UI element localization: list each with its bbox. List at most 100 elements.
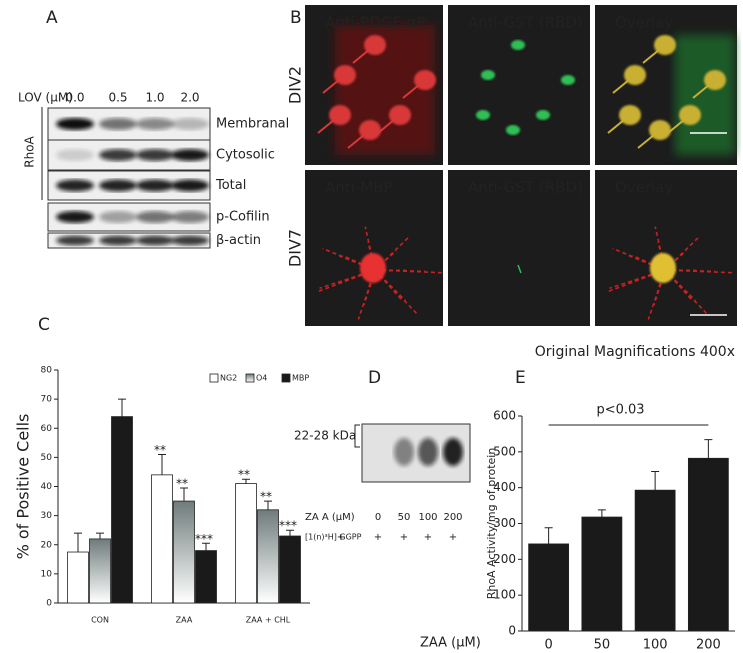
y-tick-label: 200 — [493, 552, 516, 566]
x-tick-label: ZAA — [176, 616, 193, 625]
cell — [360, 253, 386, 283]
y-tick-label: 400 — [493, 480, 516, 494]
y-tick-label: 30 — [41, 511, 53, 521]
cell-label: 50 — [398, 512, 411, 523]
x-tick-label: 100 — [643, 638, 668, 653]
bar — [528, 543, 570, 632]
blot-row-label: p-Cofilin — [216, 210, 270, 225]
y-tick-label: 80 — [41, 366, 53, 376]
bar — [235, 483, 257, 604]
blot-band — [171, 149, 209, 161]
blot-row-label: Cytosolic — [216, 148, 275, 163]
blot-band — [56, 211, 94, 223]
significance: ** — [176, 476, 188, 490]
y-tick-label: 50 — [41, 453, 53, 463]
bar — [279, 535, 301, 604]
blot-row-label: β-actin — [216, 233, 261, 248]
cell — [679, 105, 701, 125]
blot-band — [171, 235, 209, 246]
row-label: DIV2 — [286, 66, 305, 104]
cell-label: + — [424, 532, 432, 543]
legend-swatch — [209, 373, 219, 383]
micrograph-bg — [595, 170, 737, 326]
size-marker: 22-28 kDa — [294, 429, 356, 443]
cell-label: 0 — [375, 512, 381, 523]
blot-band — [443, 438, 463, 466]
panel-letter: D — [368, 368, 381, 388]
error-bar — [704, 439, 713, 459]
network — [664, 269, 734, 274]
lane-label: 2.0 — [180, 91, 199, 105]
cell-label: 200 — [443, 512, 462, 523]
panel-letter: E — [515, 368, 526, 388]
network — [374, 250, 397, 271]
image-label: Anti-MBP — [325, 179, 393, 197]
x-tick-label: CON — [91, 616, 109, 625]
legend-swatch — [245, 373, 255, 383]
error-bar — [74, 532, 82, 553]
blot-band — [418, 438, 438, 466]
micrograph — [305, 5, 443, 165]
significance: ** — [154, 443, 166, 457]
caption: Original Magnifications 400x — [535, 344, 735, 360]
blot-band — [136, 235, 174, 246]
image-label: Overlay — [615, 179, 673, 197]
error-bar — [264, 500, 272, 510]
legend-label: NG2 — [220, 374, 237, 383]
cell — [359, 120, 381, 140]
blot-band — [99, 179, 137, 192]
cell — [536, 110, 550, 120]
blot-band — [56, 149, 94, 161]
cell — [364, 35, 386, 55]
error-bar — [180, 487, 188, 502]
error-bar — [242, 478, 250, 484]
y-tick-label: 600 — [493, 409, 516, 423]
network — [374, 269, 444, 274]
bar — [67, 551, 89, 604]
legend-label: O4 — [256, 374, 267, 383]
significance: *** — [279, 519, 297, 533]
lane-label: 1.0 — [145, 91, 164, 105]
bar — [257, 509, 279, 604]
micrograph — [595, 5, 737, 165]
error-bar — [202, 542, 210, 551]
cell — [334, 65, 356, 85]
micrograph — [448, 170, 590, 326]
lane-label: 0.5 — [108, 91, 127, 105]
error-bar — [286, 529, 294, 537]
bar — [173, 500, 195, 604]
error-bar — [96, 532, 104, 539]
cell — [619, 105, 641, 125]
bar — [89, 538, 111, 604]
micrograph-bg — [305, 170, 443, 326]
cell — [624, 65, 646, 85]
bar — [687, 457, 729, 632]
x-axis-label: ZAA (μM) — [420, 636, 481, 651]
annotation: p<0.03 — [596, 403, 644, 418]
cell — [649, 120, 671, 140]
cell — [414, 70, 436, 90]
cell — [561, 75, 575, 85]
significance: ** — [238, 468, 250, 482]
blot-band — [136, 211, 174, 223]
bar — [195, 550, 217, 604]
blot-row-label: Total — [215, 178, 246, 193]
bar — [634, 489, 676, 632]
blot-band — [136, 179, 174, 192]
x-tick-label: 50 — [594, 638, 611, 653]
cell — [506, 125, 520, 135]
lane-title: LOV (μM) — [18, 91, 73, 105]
blot-band — [136, 149, 174, 161]
significance: ** — [260, 490, 272, 504]
blot-band — [99, 149, 137, 161]
panel-letter: A — [46, 8, 58, 28]
micrograph-bg — [448, 170, 590, 326]
lane-label: 0.0 — [65, 91, 84, 105]
cell — [511, 40, 525, 50]
blot-band — [99, 235, 137, 246]
cell-label: + — [337, 532, 345, 543]
blot-band — [56, 118, 94, 130]
network — [664, 250, 687, 271]
network — [342, 254, 376, 271]
y-tick-label: 60 — [41, 424, 53, 434]
